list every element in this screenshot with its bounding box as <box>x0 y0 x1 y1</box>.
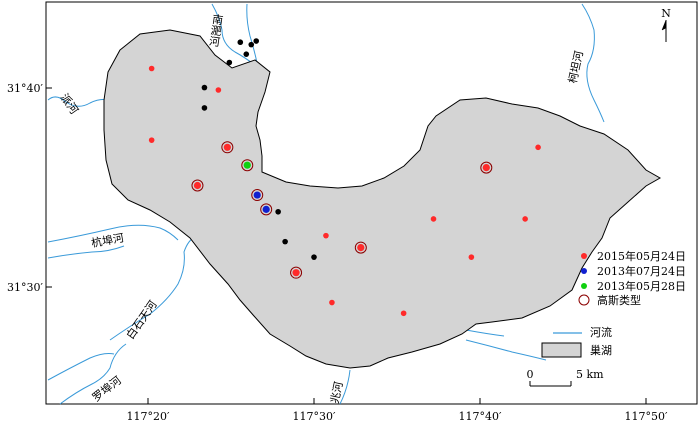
sample-point-2015-05-24 <box>430 216 437 222</box>
gauss-ring-marker <box>221 141 234 154</box>
sample-point-black <box>275 208 281 215</box>
river-zhao <box>339 369 351 405</box>
sample-point-black <box>253 38 260 44</box>
river-pai <box>47 96 111 107</box>
legend-label-river: 河流 <box>590 325 612 339</box>
river-luobu-2 <box>59 343 127 405</box>
lake-chaohu <box>103 29 662 369</box>
legend-label-lake: 巢湖 <box>590 344 612 357</box>
river-east-south <box>465 339 547 361</box>
sample-point-black <box>201 84 208 91</box>
legend-green-dot-icon <box>581 283 587 289</box>
legend-red-dot-icon <box>581 253 587 259</box>
x-tick-label: 117°20′ <box>127 410 170 423</box>
sample-point-black <box>237 39 244 46</box>
sample-point-2015-05-24 <box>215 87 222 93</box>
legend-label-2013-07: 2013年07月24日 <box>597 264 686 278</box>
sample-point-2015-05-24 <box>482 164 490 172</box>
legend: 2015年05月24日 2013年07月24日 2013年05月28日 高斯类型… <box>541 249 686 358</box>
legend-blue-dot-icon <box>581 268 587 274</box>
rivers <box>47 3 605 405</box>
sample-points <box>148 38 541 317</box>
river-label-kediao: 柯坦河 <box>565 49 586 84</box>
sample-point-2015-05-24 <box>468 254 475 260</box>
river-label-hangbu: 杭埠河 <box>90 230 125 250</box>
sample-point-2015-05-24 <box>292 269 300 277</box>
river-east-south-2 <box>465 329 505 337</box>
scale-bar-zero: 0 <box>527 368 534 381</box>
sample-point-2015-05-24 <box>535 144 541 151</box>
gauss-ring-marker <box>290 266 303 279</box>
river-luobu <box>47 353 115 381</box>
north-arrow: N <box>661 7 671 42</box>
gauss-ring-marker <box>251 189 264 202</box>
sample-point-2015-05-24 <box>329 299 335 306</box>
scale-bar-end: 5 km <box>576 368 604 381</box>
legend-label-gauss: 高斯类型 <box>597 293 641 307</box>
river-hangbu <box>47 224 179 243</box>
sample-point-2013-07-24 <box>262 205 270 213</box>
sample-point-2015-05-24 <box>193 181 202 190</box>
gauss-ring-marker <box>260 203 273 216</box>
y-axis-ticks: 31°40′ 31°30′ <box>7 82 52 294</box>
sample-point-2013-07-24 <box>253 191 261 199</box>
x-tick-label: 117°40′ <box>459 410 502 423</box>
sample-point-2015-05-24 <box>357 243 365 252</box>
sample-point-black <box>201 105 208 111</box>
sample-point-black <box>243 51 250 57</box>
gauss-ring-marker <box>354 241 367 254</box>
sample-point-2015-05-24 <box>148 137 155 143</box>
gauss-ring-marker <box>480 161 493 174</box>
sample-point-black <box>248 41 255 48</box>
legend-label-2015: 2015年05月24日 <box>597 249 686 263</box>
river-baishitian <box>109 235 197 341</box>
x-tick-label: 117°50′ <box>625 410 668 423</box>
sample-point-2015-05-24 <box>400 310 407 317</box>
sample-point-2015-05-24 <box>148 65 155 72</box>
gauss-ring-marker <box>241 159 254 172</box>
sample-point-black <box>282 238 288 245</box>
sample-point-black <box>226 59 233 66</box>
legend-lake-box-icon <box>541 342 582 358</box>
river-nanfei <box>211 3 257 67</box>
x-axis-ticks: 117°20′ 117°30′ 117°40′ 117°50′ <box>127 398 668 423</box>
legend-label-2013-05: 2013年05月28日 <box>597 279 686 293</box>
legend-ring-icon <box>578 294 590 306</box>
sample-point-2015-05-24 <box>223 143 231 151</box>
north-label: N <box>661 7 671 20</box>
sample-point-2015-05-24 <box>323 232 329 239</box>
river-hangbu-2 <box>47 245 125 259</box>
river-nanfei-branch <box>246 3 259 69</box>
river-label-zhao: 兆河 <box>328 380 345 404</box>
y-tick-label: 31°40′ <box>7 82 43 95</box>
north-arrow-head <box>661 19 667 31</box>
sample-point-black <box>311 254 317 260</box>
sample-point-2015-05-24 <box>522 216 528 222</box>
river-kediao <box>581 3 605 123</box>
scale-bar: 0 5 km <box>527 368 604 387</box>
sample-point-2013-05-28 <box>243 161 251 169</box>
y-tick-label: 31°30′ <box>7 281 43 294</box>
gauss-ring-marker <box>191 179 204 192</box>
river-label-nanfei: 南淝河 <box>207 13 225 48</box>
x-tick-label: 117°30′ <box>293 410 336 423</box>
